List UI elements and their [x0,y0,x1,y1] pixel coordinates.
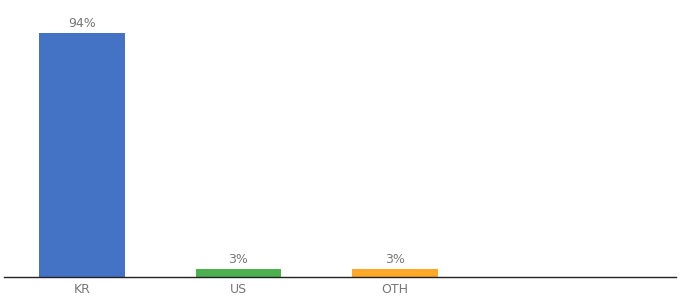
Bar [196,269,282,277]
Text: 3%: 3% [385,254,405,266]
Bar [352,269,438,277]
Text: 94%: 94% [69,17,96,30]
Text: 3%: 3% [228,254,248,266]
Bar [39,33,125,277]
